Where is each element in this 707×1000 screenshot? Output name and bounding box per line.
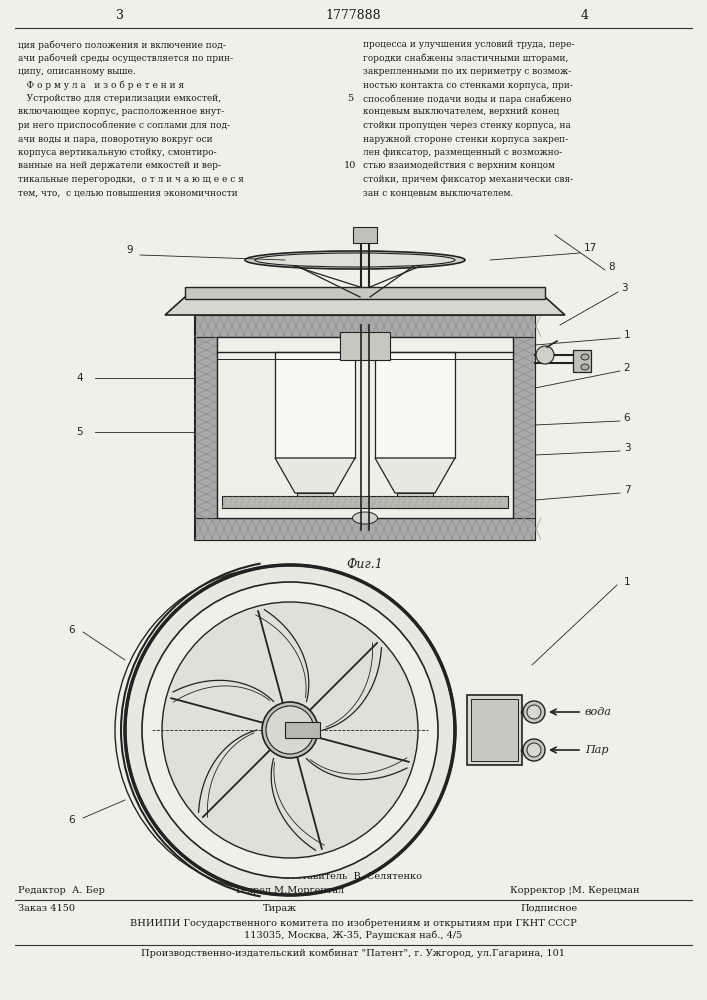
- Text: Корректор ¦М. Керецман: Корректор ¦М. Керецман: [510, 886, 640, 895]
- Text: Техред М.Моргентал: Техред М.Моргентал: [235, 886, 344, 895]
- Text: ванные на ней держатели емкостей и вер-: ванные на ней держатели емкостей и вер-: [18, 161, 221, 170]
- Text: 4: 4: [581, 9, 589, 22]
- Ellipse shape: [266, 706, 314, 754]
- Ellipse shape: [125, 565, 455, 895]
- Ellipse shape: [523, 701, 545, 723]
- Text: стью взаимодействия с верхним концом: стью взаимодействия с верхним концом: [363, 161, 555, 170]
- Text: ачи рабочей среды осуществляется по прин-: ачи рабочей среды осуществляется по прин…: [18, 53, 233, 63]
- Text: 6: 6: [69, 815, 76, 825]
- Bar: [275, 352, 355, 458]
- Text: Фиг.2: Фиг.2: [267, 855, 303, 868]
- Bar: [513, 337, 535, 518]
- Text: 5: 5: [76, 427, 83, 437]
- Ellipse shape: [255, 253, 455, 267]
- Polygon shape: [165, 297, 565, 315]
- Bar: [353, 227, 377, 243]
- Ellipse shape: [245, 251, 465, 269]
- Bar: [573, 350, 591, 372]
- Text: 1777888: 1777888: [325, 9, 381, 22]
- Ellipse shape: [581, 364, 589, 370]
- Polygon shape: [375, 458, 455, 493]
- Bar: [195, 315, 535, 540]
- Text: 3: 3: [116, 9, 124, 22]
- Text: 113035, Москва, Ж-35, Раушская наб., 4/5: 113035, Москва, Ж-35, Раушская наб., 4/5: [244, 931, 462, 940]
- Text: способление подачи воды и пара снабжено: способление подачи воды и пара снабжено: [363, 94, 572, 104]
- Text: включающее корпус, расположенное внут-: включающее корпус, расположенное внут-: [18, 107, 224, 116]
- Text: 3: 3: [621, 283, 627, 293]
- Text: Устройство для стерилизации емкостей,: Устройство для стерилизации емкостей,: [18, 94, 221, 103]
- Text: Редактор  А. Бер: Редактор А. Бер: [18, 886, 105, 895]
- Text: Подписное: Подписное: [520, 904, 577, 913]
- Text: 7: 7: [624, 485, 631, 495]
- Ellipse shape: [142, 582, 438, 878]
- Polygon shape: [275, 458, 355, 493]
- Text: закрепленными по их периметру с возмож-: закрепленными по их периметру с возмож-: [363, 67, 571, 76]
- Text: ностью контакта со стенками корпуса, при-: ностью контакта со стенками корпуса, при…: [363, 81, 573, 90]
- Text: 3: 3: [624, 443, 631, 453]
- Text: городки снабжены эластичными шторами,: городки снабжены эластичными шторами,: [363, 53, 568, 63]
- Text: Пар: Пар: [585, 745, 609, 755]
- Text: Фиг.1: Фиг.1: [346, 558, 383, 571]
- Ellipse shape: [527, 743, 541, 757]
- Text: вода: вода: [585, 707, 612, 717]
- Text: процесса и улучшения условий труда, пере-: процесса и улучшения условий труда, пере…: [363, 40, 575, 49]
- Ellipse shape: [536, 346, 554, 364]
- Text: 6: 6: [69, 625, 76, 635]
- Ellipse shape: [527, 705, 541, 719]
- Text: Составитель  В. Селятенко: Составитель В. Селятенко: [284, 872, 423, 881]
- Text: зан с концевым выключателем.: зан с концевым выключателем.: [363, 188, 513, 198]
- Text: корпуса вертикальную стойку, смонтиро-: корпуса вертикальную стойку, смонтиро-: [18, 148, 216, 157]
- Text: 1: 1: [624, 577, 631, 587]
- Text: Производственно-издательский комбинат "Патент", г. Ужгород, ул.Гагарина, 101: Производственно-издательский комбинат "П…: [141, 949, 565, 958]
- Text: наружной стороне стенки корпуса закреп-: наружной стороне стенки корпуса закреп-: [363, 134, 568, 143]
- Bar: [222, 496, 508, 508]
- Bar: [285, 722, 320, 738]
- Text: 4: 4: [76, 373, 83, 383]
- Text: ципу, описанному выше.: ципу, описанному выше.: [18, 67, 136, 76]
- Text: стойки, причем фиксатор механически свя-: стойки, причем фиксатор механически свя-: [363, 175, 573, 184]
- Bar: [217, 337, 513, 518]
- Text: Ф о р м у л а   и з о б р е т е н и я: Ф о р м у л а и з о б р е т е н и я: [18, 81, 184, 90]
- Text: тикальные перегородки,  о т л и ч а ю щ е е с я: тикальные перегородки, о т л и ч а ю щ е…: [18, 175, 244, 184]
- Ellipse shape: [523, 739, 545, 761]
- Text: Заказ 4150: Заказ 4150: [18, 904, 75, 913]
- Bar: [195, 518, 535, 540]
- Bar: [397, 493, 433, 508]
- Bar: [185, 287, 545, 299]
- Bar: [297, 493, 333, 508]
- Text: 2: 2: [624, 363, 631, 373]
- Text: 5: 5: [347, 94, 353, 103]
- Bar: [195, 337, 217, 518]
- Bar: [195, 315, 535, 337]
- Text: лен фиксатор, размещенный с возможно-: лен фиксатор, размещенный с возможно-: [363, 148, 562, 157]
- Text: 1: 1: [624, 330, 631, 340]
- Text: стойки пропущен через стенку корпуса, на: стойки пропущен через стенку корпуса, на: [363, 121, 571, 130]
- Text: 9: 9: [127, 245, 134, 255]
- Text: 17: 17: [583, 243, 597, 253]
- Text: Тираж: Тираж: [263, 904, 297, 913]
- Bar: [375, 352, 455, 458]
- Text: тем, что,  с целью повышения экономичности: тем, что, с целью повышения экономичност…: [18, 188, 238, 198]
- Bar: [467, 695, 522, 765]
- Text: концевым выключателем, верхний конец: концевым выключателем, верхний конец: [363, 107, 559, 116]
- Ellipse shape: [262, 702, 318, 758]
- Ellipse shape: [162, 602, 418, 858]
- Text: ри него приспособление с соплами для под-: ри него приспособление с соплами для под…: [18, 121, 230, 130]
- Text: 8: 8: [609, 262, 615, 272]
- Bar: [471, 699, 518, 761]
- Text: 6: 6: [624, 413, 631, 423]
- Text: ачи воды и пара, поворотную вокруг оси: ачи воды и пара, поворотную вокруг оси: [18, 134, 213, 143]
- Ellipse shape: [581, 354, 589, 360]
- Bar: [340, 332, 390, 360]
- Text: ция рабочего положения и включение под-: ция рабочего положения и включение под-: [18, 40, 226, 49]
- Text: 10: 10: [344, 161, 356, 170]
- Ellipse shape: [353, 512, 378, 524]
- Text: ВНИИПИ Государственного комитета по изобретениям и открытиям при ГКНТ СССР: ВНИИПИ Государственного комитета по изоб…: [129, 918, 576, 928]
